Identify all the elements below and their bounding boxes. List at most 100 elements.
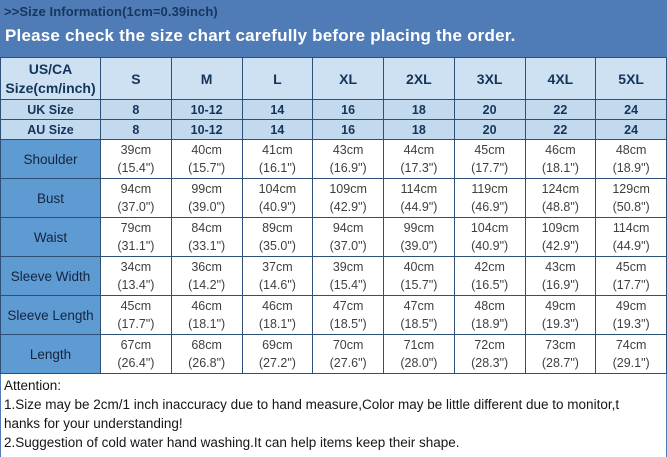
measurement-cell: 49cm (19.3") <box>595 295 667 335</box>
au-size-value: 10-12 <box>170 119 243 140</box>
uk-size-value: 18 <box>383 99 455 120</box>
measurement-cell: 68cm (26.8") <box>170 334 243 374</box>
inch-value: (46.9") <box>471 200 509 214</box>
inch-value: (28.3") <box>471 356 509 370</box>
uk-size-label: UK Size <box>0 99 101 120</box>
attention-note: Attention: 1.Size may be 2cm/1 inch inac… <box>0 374 667 457</box>
uk-size-row: UK Size 8 10-12 14 16 18 20 22 24 <box>0 99 667 120</box>
measurement-cell: 43cm (16.9") <box>312 139 384 179</box>
measurement-cell: 36cm (14.2") <box>170 256 243 296</box>
cm-value: 94cm <box>120 181 152 196</box>
cm-value: 48cm <box>615 142 647 157</box>
size-col-header-5xl: 5XL <box>595 57 667 100</box>
uk-size-value: 20 <box>453 99 526 120</box>
cm-value: 46cm <box>191 298 222 313</box>
inch-value: (37.0") <box>117 200 155 214</box>
inch-value: (16.5") <box>471 278 509 292</box>
measurement-cell: 89cm (35.0") <box>241 217 314 257</box>
measurement-cell: 48cm (18.9") <box>453 295 526 335</box>
cm-value: 37cm <box>262 259 293 274</box>
measurement-cell: 94cm (37.0") <box>100 178 172 218</box>
measurement-cell: 114cm (44.9") <box>595 217 667 257</box>
cm-value: 68cm <box>191 337 222 352</box>
inch-value: (15.4") <box>117 161 155 175</box>
cm-value: 74cm <box>615 337 647 352</box>
size-chart-table: US/CA Size(cm/inch) S M L XL 2XL 3XL 4XL 5XL UK… <box>0 57 667 374</box>
measurement-label: Bust <box>0 178 101 218</box>
inch-value: (19.3") <box>541 317 579 331</box>
cm-value: 114cm <box>612 220 650 235</box>
inch-value: (33.1") <box>188 239 226 253</box>
measurement-cell: 43cm (16.9") <box>524 256 597 296</box>
measurement-cell: 47cm (18.5") <box>383 295 455 335</box>
cm-value: 45cm <box>615 259 647 274</box>
cm-value: 129cm <box>612 181 650 196</box>
measurement-cell: 109cm (42.9") <box>524 217 597 257</box>
inch-value: (40.9") <box>471 239 509 253</box>
inch-value: (18.9") <box>471 317 509 331</box>
measurement-cell: 37cm (14.6") <box>241 256 314 296</box>
size-info-title: >>Size Information(1cm=0.39inch) <box>4 4 218 19</box>
measurement-cell: 70cm (27.6") <box>312 334 384 374</box>
measurement-cell: 104cm (40.9") <box>453 217 526 257</box>
uk-size-value: 22 <box>524 99 597 120</box>
cm-value: 119cm <box>471 181 508 196</box>
cm-value: 40cm <box>403 259 435 274</box>
cm-value: 49cm <box>545 298 576 313</box>
cm-value: 39cm <box>120 142 152 157</box>
cm-value: 84cm <box>191 220 222 235</box>
measurement-cell: 94cm (37.0") <box>312 217 384 257</box>
inch-value: (27.2") <box>258 356 296 370</box>
inch-value: (39.0") <box>400 239 438 253</box>
measurement-cell: 114cm (44.9") <box>383 178 455 218</box>
cm-value: 94cm <box>332 220 364 235</box>
inch-value: (26.4") <box>117 356 155 370</box>
inch-value: (14.2") <box>188 278 226 292</box>
measurement-cell: 129cm (50.8") <box>595 178 667 218</box>
inch-value: (17.7") <box>612 278 650 292</box>
size-col-header-xl: XL <box>312 57 384 100</box>
cm-value: 109cm <box>329 181 367 196</box>
cm-value: 46cm <box>262 298 293 313</box>
inch-value: (28.0") <box>400 356 438 370</box>
measurement-cell: 40cm (15.7") <box>383 256 455 296</box>
inch-value: (16.1") <box>258 161 296 175</box>
cm-value: 41cm <box>262 142 293 157</box>
attention-title: Attention: <box>4 378 62 393</box>
inch-value: (44.9") <box>400 200 438 214</box>
cm-value: 114cm <box>400 181 438 196</box>
inch-value: (18.5") <box>400 317 438 331</box>
cm-value: 104cm <box>470 220 509 235</box>
inch-value: (17.7") <box>117 317 155 331</box>
cm-value: 109cm <box>541 220 580 235</box>
inch-value: (17.3") <box>400 161 438 175</box>
cm-value: 36cm <box>191 259 222 274</box>
measurement-cell: 79cm (31.1") <box>100 217 172 257</box>
inch-value: (18.5") <box>329 317 367 331</box>
measurement-cell: 45cm (17.7") <box>453 139 526 179</box>
au-size-label: AU Size <box>0 119 101 140</box>
inch-value: (29.1") <box>612 356 650 370</box>
attention-line-3: 2.Suggestion of cold water hand washing.… <box>4 435 460 451</box>
cm-value: 47cm <box>332 298 364 313</box>
au-size-row: AU Size 8 10-12 14 16 18 20 22 24 <box>0 119 667 140</box>
cm-value: 104cm <box>258 181 297 196</box>
inch-value: (28.7") <box>541 356 579 370</box>
measurement-cell: 69cm (27.2") <box>241 334 314 374</box>
au-size-value: 14 <box>241 119 314 140</box>
banner-text: Please check the size chart carefully be… <box>5 26 516 45</box>
measurement-cell: 99cm (39.0") <box>170 178 243 218</box>
measurement-cell: 49cm (19.3") <box>524 295 597 335</box>
size-col-header-s: S <box>100 57 172 100</box>
corner-line-2: Size(cm/inch) <box>5 79 96 96</box>
cm-value: 99cm <box>191 181 222 196</box>
measurement-cell: 73cm (28.7") <box>524 334 597 374</box>
cm-value: 79cm <box>120 220 152 235</box>
inch-value: (42.9") <box>329 200 367 214</box>
corner-header-cell: US/CA Size(cm/inch) <box>0 57 101 100</box>
measurement-cell: 44cm (17.3") <box>383 139 455 179</box>
measurement-cell: 48cm (18.9") <box>595 139 667 179</box>
measurement-label: Shoulder <box>0 139 101 179</box>
au-size-value: 24 <box>595 119 667 140</box>
measurement-cell: 67cm (26.4") <box>100 334 172 374</box>
